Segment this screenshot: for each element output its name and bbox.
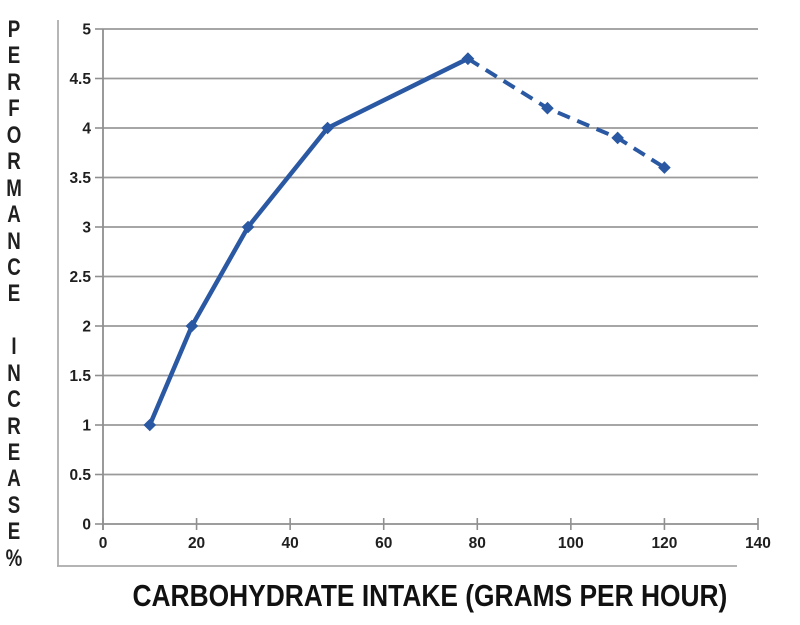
x-tick-label: 120 — [651, 535, 677, 552]
x-tick-label: 80 — [469, 535, 486, 552]
data-point-marker — [321, 121, 334, 135]
data-point-marker — [143, 418, 157, 432]
y-axis-letter: A — [7, 201, 21, 229]
x-tick-label: 60 — [375, 535, 392, 552]
y-axis-letter: C — [7, 253, 21, 281]
y-axis-letter: A — [7, 465, 21, 493]
y-tick-label: 2 — [82, 318, 91, 335]
y-axis-letter: P — [7, 16, 21, 43]
x-tick-label: 0 — [99, 535, 108, 552]
y-axis-letter: I — [11, 333, 17, 361]
y-axis-letter: S — [7, 491, 21, 519]
solid-series-line — [147, 56, 469, 426]
x-axis-title: CARBOHYDRATE INTAKE (GRAMS PER HOUR) — [132, 578, 728, 613]
y-axis-letter: O — [6, 121, 22, 149]
data-point-marker — [461, 52, 475, 65]
y-axis-letter: F — [8, 95, 20, 123]
y-axis-letter: % — [5, 544, 23, 572]
y-axis-letter: E — [7, 280, 21, 308]
y-tick-label: 3 — [82, 219, 91, 236]
y-axis-letter: C — [7, 386, 21, 414]
dashed-series-line — [466, 57, 666, 170]
x-axis-title-wrap: CARBOHYDRATE INTAKE (GRAMS PER HOUR) — [60, 578, 800, 614]
y-tick-label: 0.5 — [69, 467, 91, 484]
x-tick-label: 40 — [282, 535, 299, 552]
data-point-marker — [241, 220, 255, 234]
data-point-marker — [185, 319, 199, 333]
y-tick-label: 2.5 — [69, 269, 91, 286]
y-axis-letter: E — [7, 42, 21, 70]
y-axis-letter: N — [7, 227, 21, 255]
y-tick-label: 3.5 — [69, 170, 91, 187]
y-tick-label: 4.5 — [69, 71, 91, 88]
y-axis-letter: E — [7, 439, 21, 466]
y-axis-letter: M — [6, 174, 22, 202]
y-tick-label: 1.5 — [69, 368, 91, 385]
data-point-marker — [541, 101, 554, 115]
y-axis-letter: R — [7, 412, 21, 440]
y-axis-letter: R — [7, 148, 21, 176]
y-axis-letter: N — [7, 359, 21, 387]
x-tick-label: 100 — [558, 535, 584, 552]
x-tick-label: 20 — [188, 535, 205, 552]
y-tick-label: 1 — [82, 417, 91, 434]
y-tick-label: 4 — [82, 120, 91, 137]
data-point-marker — [658, 161, 671, 174]
x-tick-label: 140 — [745, 535, 771, 552]
y-axis-letter: E — [7, 518, 21, 546]
y-tick-label: 0 — [82, 516, 91, 533]
y-axis-letter: R — [7, 68, 21, 96]
data-point-marker — [611, 131, 624, 145]
y-tick-label: 5 — [82, 21, 91, 38]
